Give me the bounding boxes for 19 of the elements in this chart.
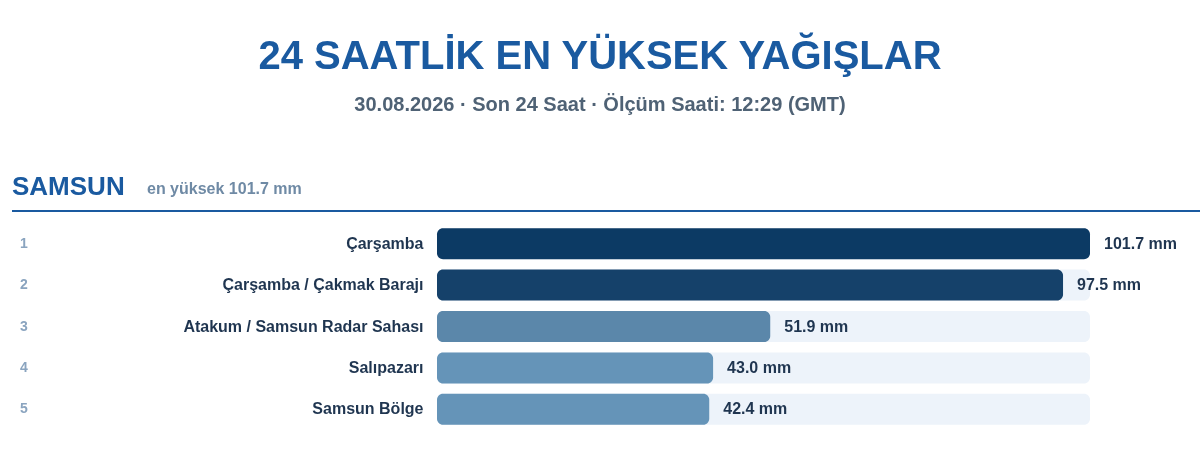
text: 5: [20, 400, 28, 417]
y-tick-label: Çarşamba: [346, 234, 424, 252]
text: 1: [20, 234, 28, 251]
text: 2: [20, 276, 28, 293]
data-label: 97.5 mm: [1077, 276, 1142, 294]
data-label: 101.7 mm: [1104, 234, 1177, 252]
data-label: 42.4 mm: [723, 400, 788, 418]
y-tick-label: Samsun Bölge: [312, 400, 424, 418]
y-tick-label: Salıpazarı: [348, 358, 424, 376]
chart-subtitle: 30.08.2026 · Son 24 Saat · Ölçüm Saati: 12:29 (GMT): [354, 93, 846, 115]
y-tick-label: Atakum / Samsun Radar Sahası: [183, 317, 424, 335]
data-label: 51.9 mm: [784, 317, 849, 335]
chart-title: 24 SAATLİK EN YÜKSEK YAĞIŞLAR: [258, 32, 942, 77]
text: 3: [20, 317, 28, 334]
text: SAMSUN: [12, 171, 125, 201]
data-label: 43.0 mm: [727, 358, 792, 376]
text: en yüksek 101.7 mm: [147, 180, 302, 197]
y-tick-label: Çarşamba / Çakmak Barajı: [222, 276, 424, 294]
text: 4: [20, 358, 28, 375]
